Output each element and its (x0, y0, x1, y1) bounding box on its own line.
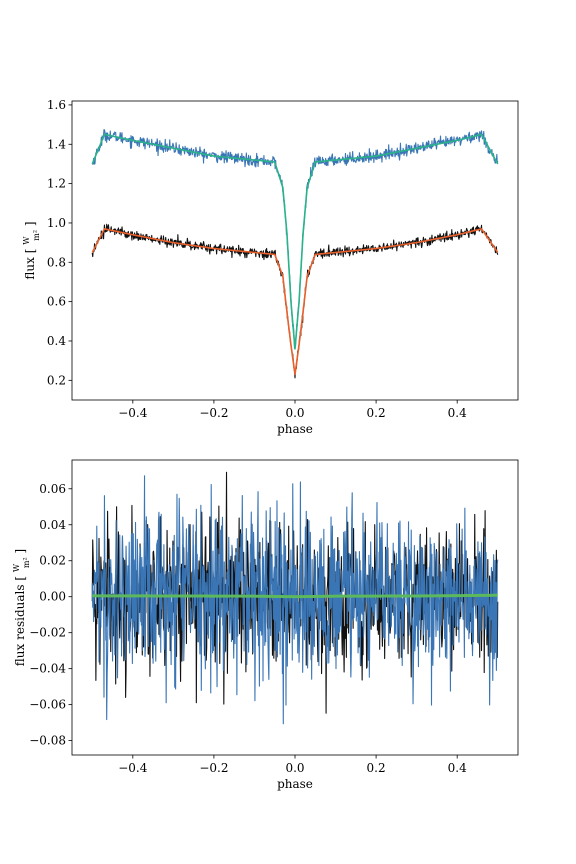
flux-y-label-suffix: ] (23, 221, 37, 226)
residuals-y-label-prefix: flux residuals [ (13, 576, 27, 666)
flux-y-ticks: 0.2 0.4 0.6 0.8 1.0 1.2 1.4 1.6 (47, 98, 72, 387)
residuals-y-tick-label: −0.04 (29, 662, 66, 676)
flux-y-tick-label: 0.6 (47, 295, 66, 309)
flux-y-tick-label: 1.4 (47, 137, 66, 151)
residuals-y-tick-label: 0.00 (39, 590, 66, 604)
residuals-y-tick-label: −0.06 (29, 698, 66, 712)
residuals-x-ticks: −0.4 −0.2 0.0 0.2 0.4 (118, 755, 467, 775)
svg-text:flux residuals [ W: flux residuals [ W m² ] (8, 549, 32, 666)
residuals-x-tick-label: 0.2 (367, 761, 386, 775)
flux-series-3-model (91, 228, 499, 376)
residuals-x-tick-label: −0.4 (118, 761, 148, 775)
residuals-y-ticks: −0.08 −0.06 −0.04 −0.02 0.00 0.02 0.04 0.06 (29, 482, 72, 748)
flux-y-tick-label: 0.4 (47, 334, 66, 348)
residuals-x-tick-label: 0.0 (285, 761, 304, 775)
residuals-y-tick-label: −0.08 (29, 734, 66, 748)
flux-x-tick-label: 0.4 (448, 406, 467, 420)
flux-x-tick-label: 0.0 (285, 406, 304, 420)
residuals-series-layer (91, 471, 499, 725)
flux-y-tick-label: 0.2 (47, 373, 66, 387)
residuals-x-tick-label: 0.4 (448, 761, 467, 775)
residuals-y-label-den: m² (22, 557, 31, 568)
svg-text:flux [ W m²: flux [ W m² ] (18, 221, 42, 279)
residuals-y-tick-label: 0.02 (39, 554, 66, 568)
flux-series-layer (91, 129, 499, 379)
flux-x-ticks: −0.4 −0.2 0.0 0.2 0.4 (118, 400, 467, 420)
flux-series-2-observed (91, 223, 499, 379)
flux-y-label-den: m² (32, 230, 41, 241)
flux-y-tick-label: 1.0 (47, 216, 66, 230)
residuals-y-axis-label: flux residuals [ W m² ] (8, 549, 32, 666)
flux-y-tick-label: 1.6 (47, 98, 66, 112)
flux-x-tick-label: 0.2 (367, 406, 386, 420)
flux-x-tick-label: −0.2 (199, 406, 228, 420)
residuals-panel: −0.4 −0.2 0.0 0.2 0.4 −0.08 −0.06 −0.04 −0.02 0.… (8, 459, 519, 791)
residuals-x-axis-label: phase (277, 777, 313, 791)
residuals-series-2-model (92, 593, 498, 599)
residuals-y-label-suffix: ] (13, 549, 27, 554)
flux-y-tick-label: 1.2 (47, 177, 66, 191)
residuals-y-label-num: W (12, 563, 21, 572)
flux-y-tick-label: 0.8 (47, 255, 66, 269)
flux-y-label-prefix: flux [ (23, 249, 37, 280)
flux-x-tick-label: −0.4 (118, 406, 148, 420)
residuals-series-1-residual (91, 475, 499, 725)
residuals-y-tick-label: 0.04 (39, 518, 66, 532)
residuals-y-tick-label: 0.06 (39, 482, 66, 496)
flux-y-label-num: W (22, 236, 31, 245)
flux-y-axis-label: flux [ W m² ] (18, 221, 42, 279)
flux-series-1-model (91, 133, 499, 350)
flux-x-axis-label: phase (277, 422, 313, 436)
residuals-y-tick-label: −0.02 (29, 626, 66, 640)
residuals-x-tick-label: −0.2 (199, 761, 228, 775)
flux-panel: −0.4 −0.2 0.0 0.2 0.4 0.2 0.4 0.6 0.8 1.0 1.2 1.4 1… (18, 98, 519, 436)
